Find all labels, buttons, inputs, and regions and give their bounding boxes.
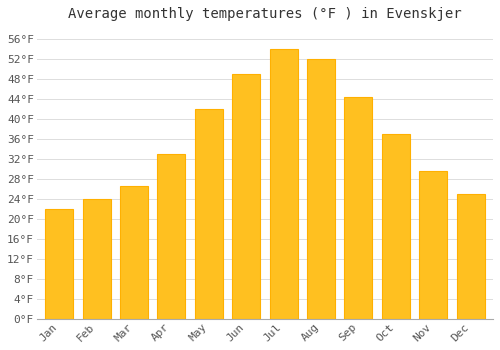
Bar [307, 59, 335, 319]
Bar [344, 97, 372, 319]
Bar [82, 199, 110, 319]
Bar [419, 172, 447, 319]
Bar [382, 134, 410, 319]
Bar [270, 49, 297, 319]
Bar [195, 109, 223, 319]
Bar [45, 209, 73, 319]
Title: Average monthly temperatures (°F ) in Evenskjer: Average monthly temperatures (°F ) in Ev… [68, 7, 462, 21]
Bar [456, 194, 484, 319]
Bar [158, 154, 186, 319]
Bar [120, 187, 148, 319]
Bar [232, 74, 260, 319]
